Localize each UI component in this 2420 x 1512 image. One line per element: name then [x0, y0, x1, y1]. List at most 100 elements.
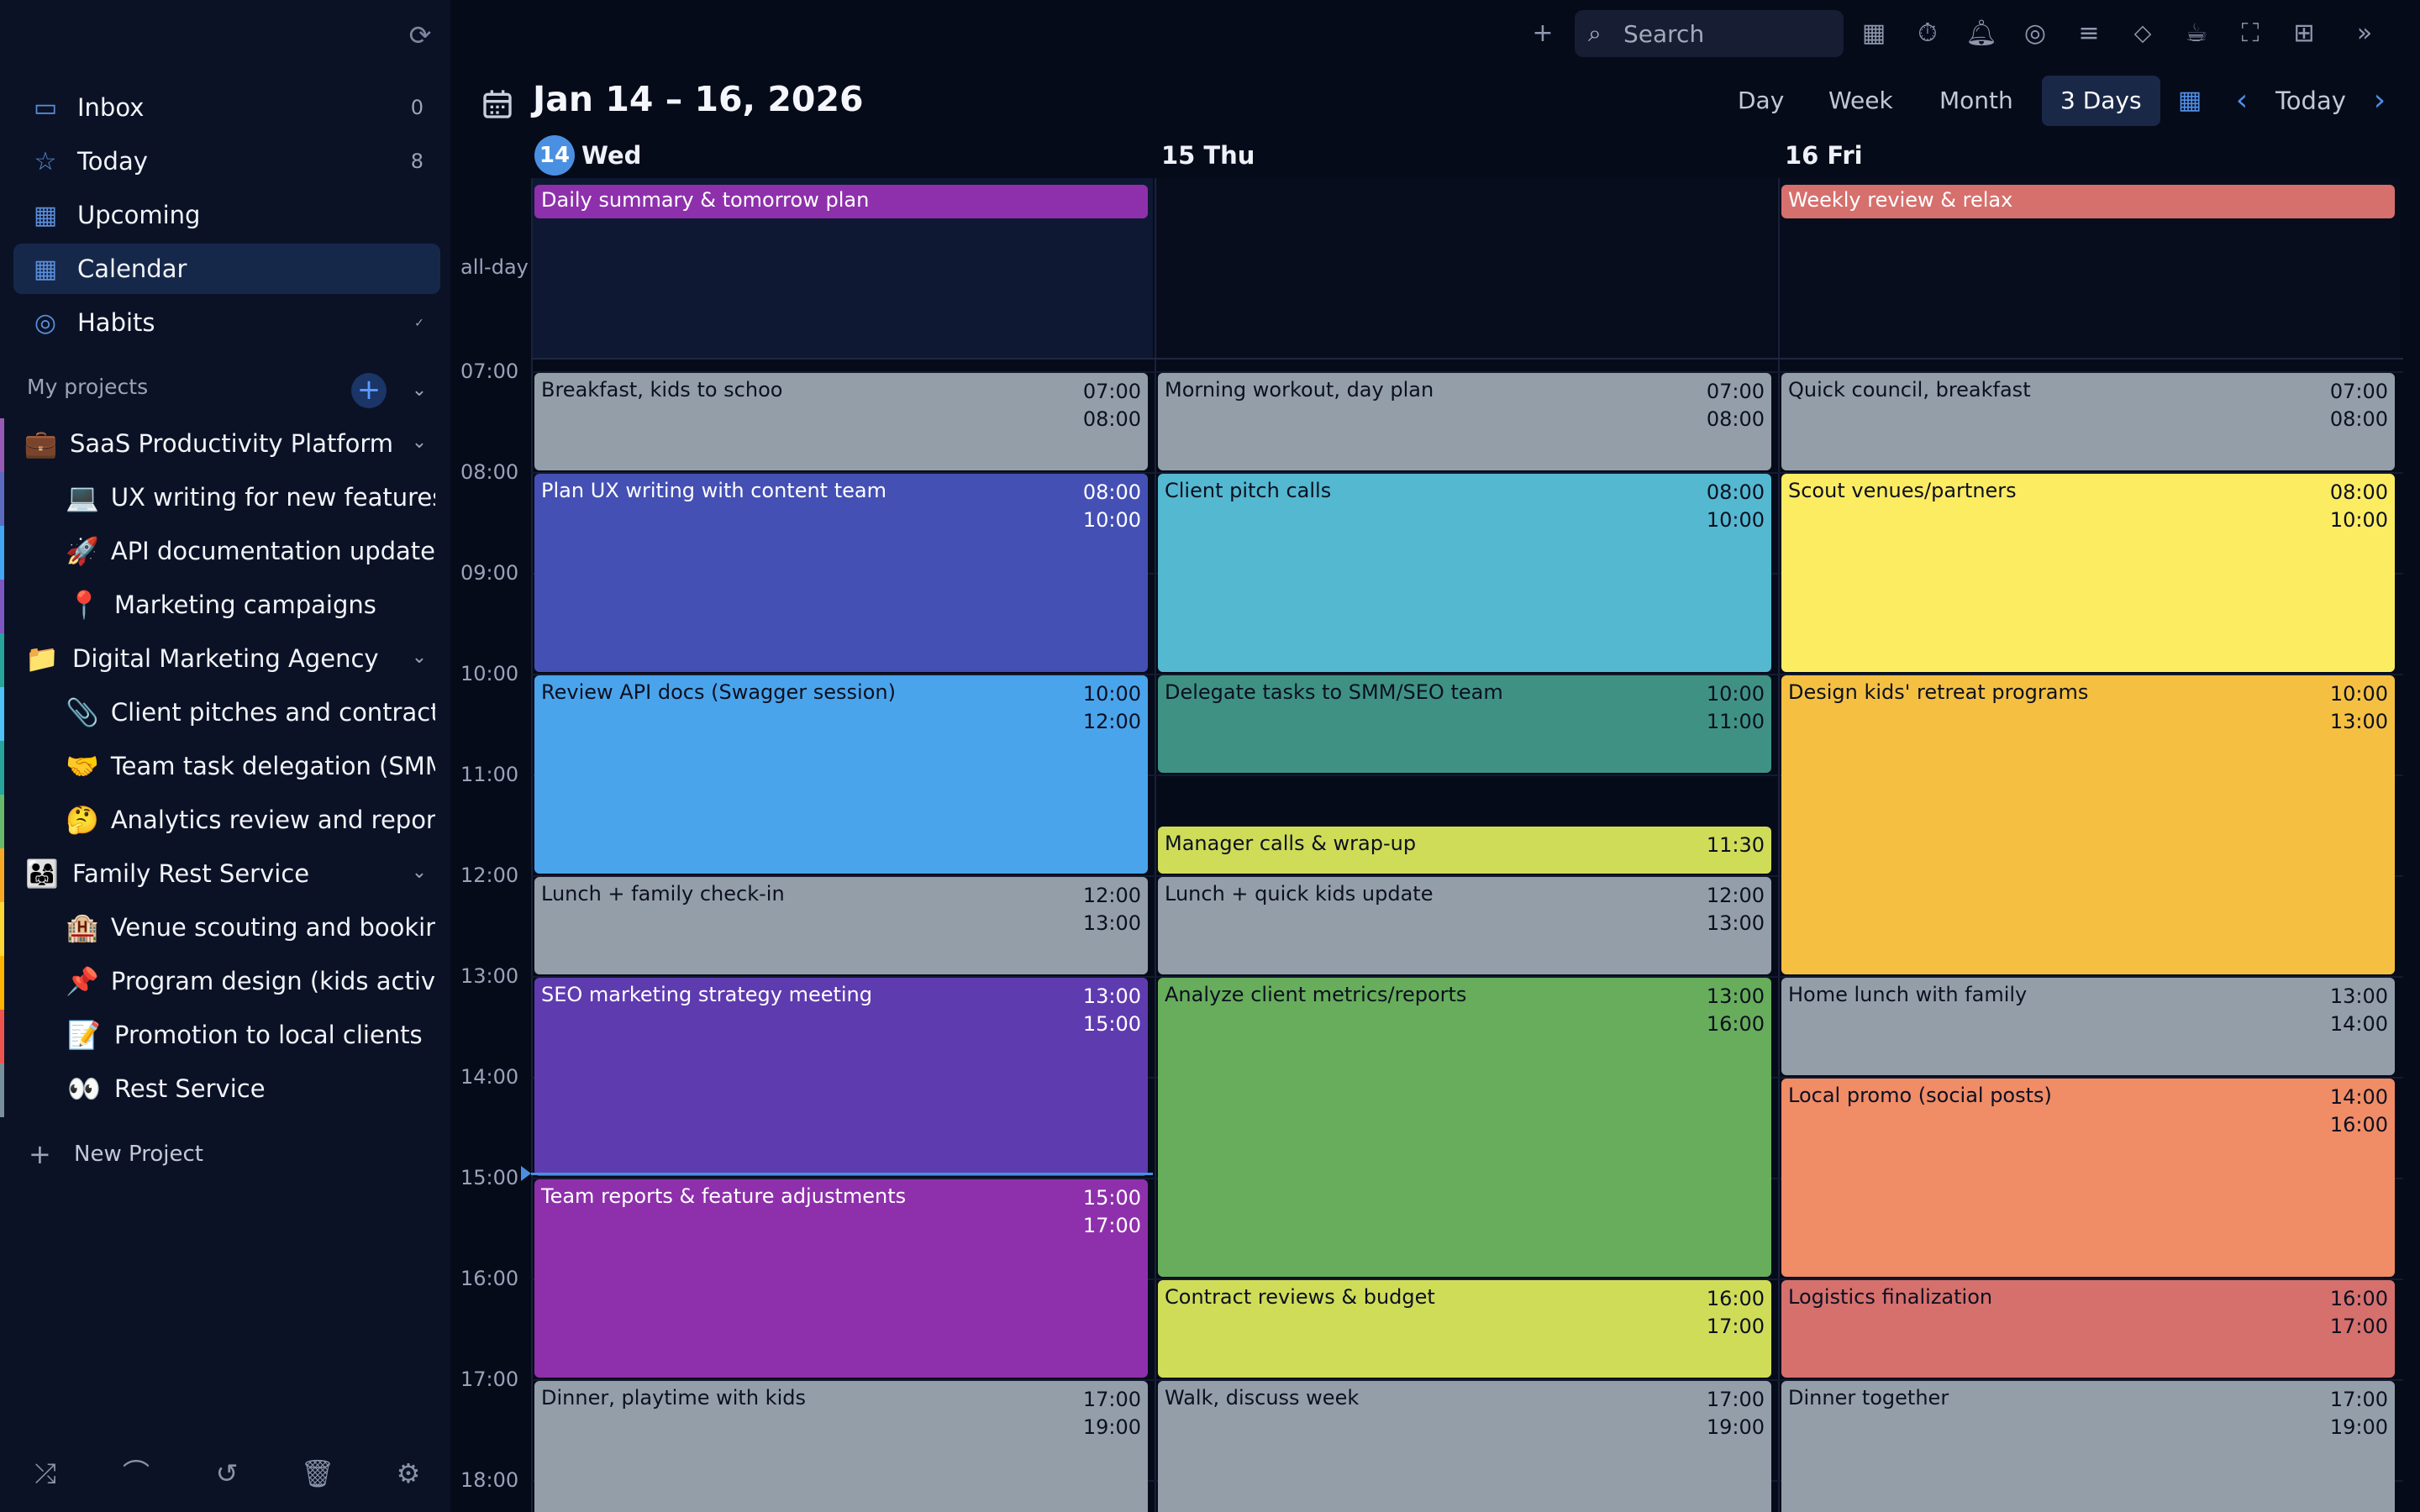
hour-label: 18:00	[460, 1468, 519, 1492]
calendar-event[interactable]: Dinner, playtime with kids 17:00 19:00	[534, 1381, 1148, 1512]
coffee-icon[interactable]: ☕︎	[2185, 18, 2208, 48]
project-item[interactable]: 📎 Client pitches and contracts	[66, 687, 435, 738]
calendar-event[interactable]: Lunch + family check-in 12:00 13:00	[534, 877, 1148, 974]
calendar-event[interactable]: Morning workout, day plan 07:00 08:00	[1158, 373, 1771, 470]
new-project-label: New Project	[74, 1142, 203, 1167]
calendar-event[interactable]: Quick council, breakfast 07:00 08:00	[1781, 373, 2395, 470]
calendar-event[interactable]: Local promo (social posts) 14:00 16:00	[1781, 1079, 2395, 1277]
project-item[interactable]: 💼 SaaS Productivity Platform	[24, 418, 393, 469]
add-calendar-icon[interactable]: ⊞	[2293, 18, 2315, 48]
next-arrow-icon[interactable]: ›	[2373, 83, 2386, 118]
project-item[interactable]: 🏨 Venue scouting and bookings	[66, 902, 435, 953]
project-item[interactable]: 📌 Program design (kids activities)	[66, 956, 435, 1006]
inbox-icon: ▭	[33, 92, 58, 123]
view-week-button[interactable]: Week	[1828, 87, 1893, 114]
event-title: Plan UX writing with content team	[541, 479, 886, 502]
gear-icon[interactable]: ⚙	[396, 1457, 421, 1489]
project-item[interactable]: 👀 Rest Service	[66, 1063, 435, 1114]
sidebar-item-today[interactable]: ☆ Today 8	[13, 136, 440, 186]
today-button[interactable]: Today	[2275, 87, 2346, 115]
sidebar-item-inbox[interactable]: ▭ Inbox 0	[13, 82, 440, 133]
project-item[interactable]: 👨‍👩‍👧 Family Rest Service	[24, 848, 393, 899]
day-column-divider	[531, 360, 533, 1512]
view-month-button[interactable]: Month	[1939, 87, 2013, 114]
project-item[interactable]: 🚀 API documentation update	[66, 526, 435, 576]
calendar-event[interactable]: Scout venues/partners 08:00 10:00	[1781, 474, 2395, 672]
new-project-button[interactable]: + New Project	[29, 1137, 203, 1171]
chevron-down-icon[interactable]: ⌄	[411, 647, 428, 668]
hour-gridline	[531, 371, 2403, 373]
sync-icon[interactable]: ⟳	[408, 19, 432, 51]
today-badge: 14	[534, 135, 575, 176]
chevron-down-icon[interactable]: ⌄	[411, 432, 428, 453]
project-item[interactable]: 🤝 Team task delegation (SMM, SEO)	[66, 741, 435, 791]
calendar-event[interactable]: Review API docs (Swagger session) 10:00 12…	[534, 675, 1148, 874]
view-day-button[interactable]: Day	[1738, 87, 1785, 114]
prev-arrow-icon[interactable]: ‹	[2235, 83, 2249, 118]
calendar-event[interactable]: Contract reviews & budget 16:00 17:00	[1158, 1280, 1771, 1378]
calendar-14-icon: ▦	[33, 200, 58, 230]
filter-icon[interactable]: ≡	[2078, 18, 2100, 48]
calendar-icon[interactable]: ▦	[1861, 18, 1886, 48]
project-color-bar	[0, 741, 4, 795]
history-icon[interactable]: ↺	[215, 1457, 239, 1489]
chevron-down-icon[interactable]: ⌄	[411, 380, 428, 401]
add-icon[interactable]: +	[1532, 18, 1554, 48]
project-item[interactable]: 💻 UX writing for new features	[66, 472, 435, 522]
project-color-bar	[0, 956, 4, 1010]
calendar-event[interactable]: Design kids' retreat programs 10:00 13:00	[1781, 675, 2395, 974]
sidebar-item-calendar[interactable]: ▦ Calendar	[13, 244, 440, 294]
project-label: Rest Service	[114, 1074, 266, 1103]
search-box[interactable]: ⌕	[1575, 10, 1844, 57]
calendar-event[interactable]: Plan UX writing with content team 08:00 10…	[534, 474, 1148, 672]
calendar-event[interactable]: Lunch + quick kids update 12:00 13:00	[1158, 877, 1771, 974]
event-title: Dinner together	[1788, 1386, 1949, 1410]
calendar-event[interactable]: Client pitch calls 08:00 10:00	[1158, 474, 1771, 672]
event-end-time: 10:00	[2329, 508, 2388, 532]
add-project-button[interactable]: +	[351, 373, 387, 408]
sidebar-item-upcoming[interactable]: ▦ Upcoming	[13, 190, 440, 240]
event-start-time: 15:00	[1082, 1186, 1141, 1210]
hour-label: 10:00	[460, 662, 519, 685]
calendar-event[interactable]: SEO marketing strategy meeting 13:00 15:00	[534, 978, 1148, 1176]
tag-icon[interactable]: ⬦	[2133, 18, 2152, 48]
calendar-event[interactable]: Breakfast, kids to schoo 07:00 08:00	[534, 373, 1148, 470]
focus-icon[interactable]: ⛶	[2241, 18, 2260, 48]
calendar-event[interactable]: Delegate tasks to SMM/SEO team 10:00 11:00	[1158, 675, 1771, 773]
date-picker-icon[interactable]: ▦	[2177, 86, 2202, 115]
calendar-event[interactable]: Analyze client metrics/reports 13:00 16:00	[1158, 978, 1771, 1277]
day-name: Fri	[1827, 141, 1863, 170]
timer-icon[interactable]: ⏱	[1918, 18, 1938, 48]
day-name: Wed	[581, 141, 642, 170]
event-title: Morning workout, day plan	[1165, 378, 1434, 402]
calendar-event[interactable]: Home lunch with family 13:00 14:00	[1781, 978, 2395, 1075]
chevron-down-icon[interactable]: ⌄	[411, 862, 428, 883]
project-label: Family Rest Service	[72, 859, 310, 888]
hour-label: 16:00	[460, 1267, 519, 1290]
rainbow-icon[interactable]: ⌒	[122, 1457, 150, 1489]
view-3days-button[interactable]: 3 Days	[2042, 76, 2160, 126]
project-item[interactable]: 🤔 Analytics review and reporting	[66, 795, 435, 845]
project-item[interactable]: 📍 Marketing campaigns	[66, 580, 435, 630]
project-emoji-icon: 📍	[67, 589, 101, 621]
calendar-event[interactable]: Dinner together 17:00 19:00	[1781, 1381, 2395, 1512]
allday-event[interactable]: Daily summary & tomorrow plan	[534, 185, 1148, 218]
project-item[interactable]: 📁 Digital Marketing Agency	[24, 633, 393, 684]
search-input[interactable]	[1623, 19, 1825, 48]
project-item[interactable]: 📝 Promotion to local clients	[66, 1010, 435, 1060]
calendar-event[interactable]: Logistics finalization 16:00 17:00	[1781, 1280, 2395, 1378]
sidebar-item-habits[interactable]: ◎ Habits	[13, 297, 440, 348]
event-end-time: 16:00	[1706, 1012, 1765, 1036]
calendar-event[interactable]: Team reports & feature adjustments 15:00 1…	[534, 1179, 1148, 1378]
bell-icon[interactable]: 🔔︎	[1965, 18, 1998, 48]
calendar-event[interactable]: Manager calls & wrap-up 11:30	[1158, 827, 1771, 874]
expand-icon[interactable]: »	[2356, 18, 2373, 48]
chevron-down-icon[interactable]: ✓	[414, 317, 424, 330]
trash-icon[interactable]: 🗑	[300, 1457, 335, 1489]
event-end-time: 19:00	[2329, 1415, 2388, 1439]
calendar-event[interactable]: Walk, discuss week 17:00 19:00	[1158, 1381, 1771, 1512]
calendar-icon	[483, 90, 512, 118]
habit-icon[interactable]: ◎	[2023, 18, 2047, 48]
shuffle-icon[interactable]: ⤮	[34, 1457, 56, 1489]
allday-event[interactable]: Weekly review & relax	[1781, 185, 2395, 218]
